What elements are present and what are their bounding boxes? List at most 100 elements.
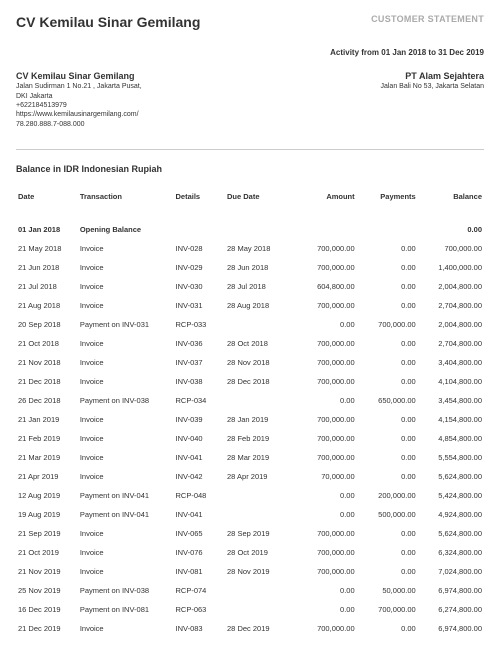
cell-date: 21 Apr 2019	[16, 467, 78, 486]
cell-payments: 0.00	[357, 372, 418, 391]
cell-due: 28 Jun 2018	[225, 258, 291, 277]
cell-details: INV-081	[174, 562, 226, 581]
cell-amount: 700,000.00	[291, 562, 356, 581]
cell-payments: 200,000.00	[357, 486, 418, 505]
cell-amount: 700,000.00	[291, 543, 356, 562]
from-name: CV Kemilau Sinar Gemilang	[16, 71, 142, 81]
table-row: 21 Apr 2019InvoiceINV-04228 Apr 201970,0…	[16, 467, 484, 486]
cell-date: 21 Dec 2019	[16, 619, 78, 638]
cell-details: INV-031	[174, 296, 226, 315]
table-row: 25 Nov 2019Payment on INV-038RCP-0740.00…	[16, 581, 484, 600]
cell-payments: 0.00	[357, 543, 418, 562]
cell-details: INV-029	[174, 258, 226, 277]
cell-transaction: Invoice	[78, 239, 174, 258]
cell-amount: 700,000.00	[291, 448, 356, 467]
cell-transaction: Payment on INV-041	[78, 505, 174, 524]
cell-due: 28 Jul 2018	[225, 277, 291, 296]
to-name: PT Alam Sejahtera	[380, 71, 484, 81]
cell-details: INV-042	[174, 467, 226, 486]
cell-amount: 700,000.00	[291, 429, 356, 448]
table-row: 26 Dec 2018Payment on INV-038RCP-0340.00…	[16, 391, 484, 410]
cell-amount: 0.00	[291, 505, 356, 524]
cell-payments: 0.00	[357, 619, 418, 638]
parties: CV Kemilau Sinar Gemilang Jalan Sudirman…	[16, 71, 484, 129]
cell-balance: 2,004,800.00	[418, 277, 484, 296]
table-row: 20 Sep 2018Payment on INV-031RCP-0330.00…	[16, 315, 484, 334]
cell-amount: 0.00	[291, 600, 356, 619]
cell-due: 28 May 2018	[225, 239, 291, 258]
opening-date: 01 Jan 2018	[16, 213, 78, 239]
cell-transaction: Invoice	[78, 372, 174, 391]
cell-payments: 0.00	[357, 296, 418, 315]
cell-details: RCP-063	[174, 600, 226, 619]
col-amount: Amount	[291, 188, 356, 213]
col-details: Details	[174, 188, 226, 213]
table-header-row: Date Transaction Details Due Date Amount…	[16, 188, 484, 213]
cell-amount: 700,000.00	[291, 372, 356, 391]
cell-due: 28 Feb 2019	[225, 429, 291, 448]
cell-transaction: Payment on INV-038	[78, 581, 174, 600]
cell-balance: 6,974,800.00	[418, 619, 484, 638]
to-line: Jalan Bali No 53, Jakarta Selatan	[380, 82, 484, 91]
table-row: 21 Jan 2019InvoiceINV-03928 Jan 2019700,…	[16, 410, 484, 429]
cell-transaction: Payment on INV-038	[78, 391, 174, 410]
table-row: 21 Oct 2018InvoiceINV-03628 Oct 2018700,…	[16, 334, 484, 353]
cell-due: 28 Apr 2019	[225, 467, 291, 486]
cell-balance: 4,154,800.00	[418, 410, 484, 429]
col-due: Due Date	[225, 188, 291, 213]
cell-payments: 0.00	[357, 277, 418, 296]
from-line: Jalan Sudirman 1 No.21 , Jakarta Pusat,	[16, 82, 142, 91]
cell-amount: 604,800.00	[291, 277, 356, 296]
col-date: Date	[16, 188, 78, 213]
cell-date: 21 Oct 2018	[16, 334, 78, 353]
cell-transaction: Invoice	[78, 448, 174, 467]
cell-balance: 1,400,000.00	[418, 258, 484, 277]
cell-due	[225, 600, 291, 619]
cell-payments: 0.00	[357, 334, 418, 353]
cell-payments: 500,000.00	[357, 505, 418, 524]
table-row: 21 Mar 2019InvoiceINV-04128 Mar 2019700,…	[16, 448, 484, 467]
cell-transaction: Invoice	[78, 429, 174, 448]
table-row: 21 Jun 2018InvoiceINV-02928 Jun 2018700,…	[16, 258, 484, 277]
cell-payments: 0.00	[357, 448, 418, 467]
opening-label: Opening Balance	[78, 213, 174, 239]
cell-transaction: Payment on INV-031	[78, 315, 174, 334]
divider	[16, 149, 484, 150]
cell-balance: 5,624,800.00	[418, 524, 484, 543]
cell-balance: 5,624,800.00	[418, 467, 484, 486]
table-row: 16 Dec 2019Payment on INV-081RCP-0630.00…	[16, 600, 484, 619]
table-row: 21 Dec 2019InvoiceINV-08328 Dec 2019700,…	[16, 619, 484, 638]
balance-title: Balance in IDR Indonesian Rupiah	[16, 164, 484, 174]
cell-transaction: Invoice	[78, 353, 174, 372]
cell-balance: 5,554,800.00	[418, 448, 484, 467]
cell-amount: 0.00	[291, 486, 356, 505]
cell-details: RCP-033	[174, 315, 226, 334]
col-transaction: Transaction	[78, 188, 174, 213]
cell-transaction: Invoice	[78, 619, 174, 638]
cell-transaction: Invoice	[78, 543, 174, 562]
table-row: 21 May 2018InvoiceINV-02828 May 2018700,…	[16, 239, 484, 258]
cell-date: 21 Mar 2019	[16, 448, 78, 467]
cell-amount: 0.00	[291, 581, 356, 600]
cell-amount: 700,000.00	[291, 258, 356, 277]
cell-payments: 700,000.00	[357, 315, 418, 334]
table-row: 21 Sep 2019InvoiceINV-06528 Sep 2019700,…	[16, 524, 484, 543]
cell-due: 28 Nov 2018	[225, 353, 291, 372]
cell-details: RCP-048	[174, 486, 226, 505]
table-row: 21 Nov 2018InvoiceINV-03728 Nov 2018700,…	[16, 353, 484, 372]
cell-transaction: Payment on INV-081	[78, 600, 174, 619]
table-row: 12 Aug 2019Payment on INV-041RCP-0480.00…	[16, 486, 484, 505]
statement-page: CV Kemilau Sinar Gemilang CUSTOMER STATE…	[0, 0, 500, 658]
cell-amount: 700,000.00	[291, 239, 356, 258]
cell-balance: 6,324,800.00	[418, 543, 484, 562]
cell-amount: 700,000.00	[291, 524, 356, 543]
table-row: 21 Jul 2018InvoiceINV-03028 Jul 2018604,…	[16, 277, 484, 296]
table-row: 21 Feb 2019InvoiceINV-04028 Feb 2019700,…	[16, 429, 484, 448]
cell-transaction: Invoice	[78, 258, 174, 277]
cell-due: 28 Mar 2019	[225, 448, 291, 467]
cell-date: 21 Jan 2019	[16, 410, 78, 429]
cell-due	[225, 505, 291, 524]
cell-payments: 0.00	[357, 524, 418, 543]
from-line: https://www.kemilausinargemilang.com/	[16, 110, 142, 119]
cell-date: 21 Jul 2018	[16, 277, 78, 296]
